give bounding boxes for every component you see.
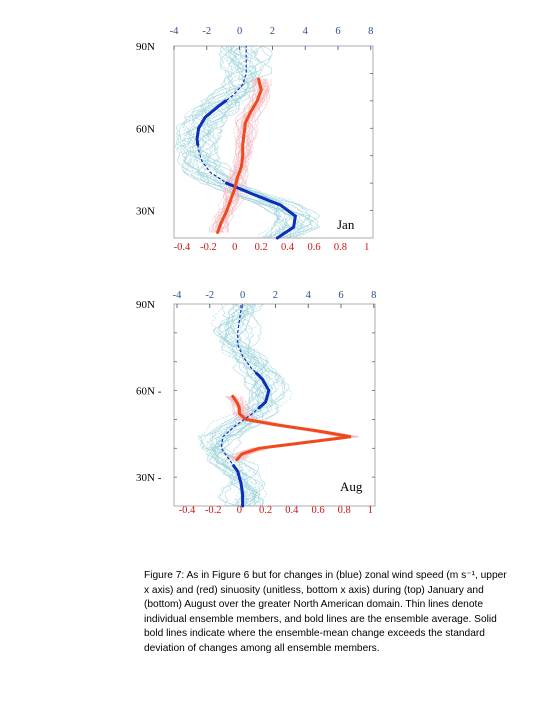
wind-member-line <box>218 303 267 507</box>
top-axis-tick-label: -2 <box>205 290 214 301</box>
wind-member-line <box>175 45 293 239</box>
bottom-axis-tick-label: 0.2 <box>259 505 272 516</box>
wind-member-line <box>198 303 280 507</box>
figure: -4 -2 0 2 4 6 8 -0.4 -0.2 0 0.2 0.4 0.6 0.8 1 90N 60N 30N… <box>136 26 376 516</box>
wind-member-line <box>212 303 277 507</box>
bottom-axis-tick-label: 0.4 <box>281 242 295 253</box>
wind-member-line <box>201 303 286 507</box>
sinuosity-member-line <box>211 78 271 233</box>
bottom-axis-tick-label: 0.2 <box>255 242 268 253</box>
wind-member-line <box>181 45 284 239</box>
y-axis-tick-label: 30N <box>136 206 155 218</box>
top-axis-tick-label: 2 <box>270 26 275 37</box>
top-axis-tick-label: 6 <box>335 26 340 37</box>
bottom-axis-tick-label: 0.4 <box>285 505 299 516</box>
panel-label-jan: Jan <box>337 217 355 232</box>
y-axis-tick-label: 60N - <box>136 386 162 398</box>
top-axis-tick-label: -2 <box>202 26 211 37</box>
bottom-axis-tick-label: 0.6 <box>307 242 320 253</box>
sinuosity-mean-significant <box>216 77 263 234</box>
top-axis-tick-label: 4 <box>303 26 309 37</box>
bottom-axis-tick-label: 0.6 <box>311 505 324 516</box>
ensemble-mean-lines-jan <box>195 46 298 240</box>
top-axis-tick-label: 4 <box>306 290 312 301</box>
wind-member-line <box>209 303 290 507</box>
ensemble-mean-lines-aug <box>220 304 352 508</box>
sinuosity-member-line <box>214 78 263 233</box>
wind-member-line <box>216 303 274 507</box>
panel-jan: -4 -2 0 2 4 6 8 -0.4 -0.2 0 0.2 0.4 0.6 0.8 1 90N 60N 30N… <box>136 26 373 253</box>
bottom-axis-tick-label: 1 <box>368 505 373 516</box>
bottom-axis-tick-label: 0 <box>237 505 242 516</box>
figure-caption: Figure 7: As in Figure 6 but for changes… <box>144 570 507 654</box>
bottom-axis-tick-label: -0.4 <box>179 505 196 516</box>
wind-member-line <box>175 45 321 239</box>
wind-member-line <box>206 303 270 507</box>
sinuosity-member-line <box>219 78 271 233</box>
wind-member-line <box>183 46 281 239</box>
wind-member-line <box>197 303 280 507</box>
sinuosity-mean-significant <box>231 394 352 462</box>
bottom-axis-tick-label: 1 <box>364 242 369 253</box>
top-axis-tick-label: 0 <box>240 290 245 301</box>
top-axis-tick-label: 8 <box>371 290 376 301</box>
wind-member-line <box>181 45 285 239</box>
plot-frame-jan <box>173 45 374 239</box>
bottom-axis-tick-label: 0.8 <box>338 505 351 516</box>
top-axis-tick-label: 2 <box>273 290 278 301</box>
top-axis-tick-label: 0 <box>237 26 242 37</box>
bottom-axis-tick-label: 0 <box>232 242 237 253</box>
y-axis-tick-label: 90N <box>136 41 155 53</box>
bottom-axis-tick-label: -0.4 <box>174 242 191 253</box>
axis-ticks-jan: -4 -2 0 2 4 6 8 -0.4 -0.2 0 0.2 0.4 0.6 0.8 1 90N 60N 30N <box>136 26 373 253</box>
wind-member-line <box>182 45 304 239</box>
y-axis-tick-label: 30N - <box>136 472 162 484</box>
wind-member-line <box>177 45 279 239</box>
axis-ticks-aug: -4 -2 0 2 4 6 8 -0.4 -0.2 0 0.2 0.4 0.6 0.8 1 90N 60N - 3… <box>136 290 376 516</box>
y-axis-tick-label: 90N <box>136 299 155 311</box>
top-axis-tick-label: 8 <box>368 26 373 37</box>
wind-member-line <box>194 45 303 239</box>
wind-mean-significant <box>232 464 245 508</box>
wind-member-line <box>182 45 312 239</box>
wind-mean-significant <box>195 99 228 147</box>
wind-member-line <box>194 45 298 239</box>
wind-mean-significant <box>225 181 298 240</box>
top-axis-tick-label: -4 <box>173 290 182 301</box>
panel-label-aug: Aug <box>340 479 363 494</box>
y-axis-tick-label: 60N <box>136 123 155 135</box>
wind-member-line <box>183 45 321 239</box>
ensemble-members-aug <box>197 303 360 507</box>
wind-member-line <box>208 303 278 507</box>
wind-member-line <box>200 45 304 239</box>
sinuosity-member-line <box>208 78 266 233</box>
plot-frame-aug <box>173 303 376 507</box>
bottom-axis-tick-label: 0.8 <box>334 242 347 253</box>
wind-member-line <box>206 303 265 507</box>
top-axis-tick-label: 6 <box>338 290 343 301</box>
wind-member-line <box>181 45 310 239</box>
wind-mean-significant <box>255 371 271 410</box>
bottom-axis-tick-label: -0.2 <box>205 505 222 516</box>
top-axis-tick-label: -4 <box>170 26 179 37</box>
bottom-axis-tick-label: -0.2 <box>200 242 217 253</box>
panel-aug: -4 -2 0 2 4 6 8 -0.4 -0.2 0 0.2 0.4 0.6 0.8 1 90N 60N - 3… <box>136 290 376 516</box>
wind-member-line <box>182 45 311 239</box>
wind-member-line <box>213 303 261 507</box>
